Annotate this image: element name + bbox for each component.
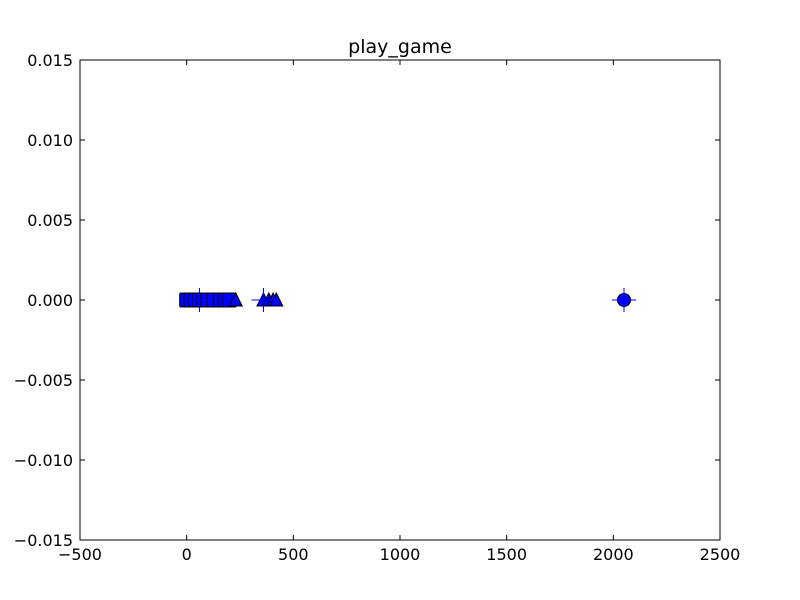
y-tick-label: 0.005 bbox=[27, 211, 73, 230]
y-tick-label: 0.000 bbox=[27, 291, 73, 310]
x-axis: −500 0 500 1000 1500 2000 2500 bbox=[58, 60, 740, 564]
x-tick-label: 0 bbox=[182, 545, 192, 564]
y-axis: −0.015 −0.010 −0.005 0.000 0.005 0.010 0.015 bbox=[14, 51, 720, 550]
x-tick-label: 2500 bbox=[700, 545, 741, 564]
x-tick-label: 1500 bbox=[486, 545, 527, 564]
data-point-triangle bbox=[228, 291, 244, 307]
y-tick-label: −0.010 bbox=[14, 451, 73, 470]
x-tick-label: 500 bbox=[278, 545, 309, 564]
y-tick-label: 0.015 bbox=[27, 51, 73, 70]
y-tick-label: −0.005 bbox=[14, 371, 73, 390]
chart-title: play_game bbox=[348, 36, 452, 58]
data-point-plus bbox=[612, 288, 636, 312]
data-point-plus bbox=[187, 288, 212, 312]
x-tick-label: 2000 bbox=[593, 545, 634, 564]
data-point-plus bbox=[251, 288, 276, 312]
plot-content bbox=[179, 288, 636, 312]
x-tick-label: 1000 bbox=[380, 545, 421, 564]
y-tick-label: −0.015 bbox=[14, 531, 73, 550]
x-tick-label: −500 bbox=[58, 545, 102, 564]
y-tick-label: 0.010 bbox=[27, 131, 73, 150]
